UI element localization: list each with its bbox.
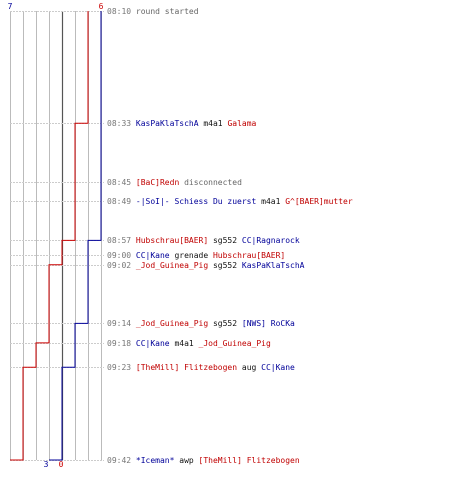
event-text: CC|Ragnarock xyxy=(241,236,300,245)
series-line-blue xyxy=(49,11,102,461)
event-text: CC|Kane xyxy=(135,251,170,260)
event-row: 09:14 _Jod_Guinea_Pig sg552 [NWS] RoCKa xyxy=(107,318,295,329)
event-time: 08:45 xyxy=(107,178,136,187)
event-row: 09:18 CC|Kane m4a1 _Jod_Guinea_Pig xyxy=(107,338,271,349)
event-time: 09:02 xyxy=(107,261,136,270)
event-row: 09:42 *Iceman* awp [TheMill] Flitzebogen xyxy=(107,455,300,466)
event-time: 09:42 xyxy=(107,456,136,465)
event-time: 08:33 xyxy=(107,119,136,128)
event-text: KasPaKlaTschA xyxy=(135,119,199,128)
event-row: 08:57 Hubschrau[BAER] sg552 CC|Ragnarock xyxy=(107,235,300,246)
event-row: 08:49 -|SoI|- Schiess Du zuerst m4a1 G^[… xyxy=(107,196,353,207)
event-text: m4a1 xyxy=(198,119,228,128)
event-text: CC|Kane xyxy=(261,363,295,372)
series-line-red xyxy=(10,11,89,461)
event-text: _Jod_Guinea_Pig xyxy=(135,319,209,328)
event-row: 09:02 _Jod_Guinea_Pig sg552 KasPaKlaTsch… xyxy=(107,260,305,271)
event-text: G^[BAER]mutter xyxy=(285,197,353,206)
event-text: sg552 xyxy=(208,319,242,328)
event-time: 08:10 xyxy=(107,7,136,16)
event-text: Galama xyxy=(227,119,257,128)
event-text: Hubschrau[BAER] xyxy=(212,251,286,260)
event-text: -|SoI|- Schiess Du zuerst xyxy=(135,197,257,206)
event-text: *Iceman* xyxy=(135,456,175,465)
event-time: 09:18 xyxy=(107,339,136,348)
red-end-label: 0 xyxy=(59,460,64,469)
event-text: CC|Kane xyxy=(135,339,170,348)
event-text: disconnected xyxy=(179,178,242,187)
event-text: sg552 xyxy=(208,261,242,270)
event-text: _Jod_Guinea_Pig xyxy=(135,261,209,270)
event-text: awp xyxy=(174,456,199,465)
event-row: 09:00 CC|Kane grenade Hubschrau[BAER] xyxy=(107,250,285,261)
event-text: KasPaKlaTschA xyxy=(241,261,305,270)
event-time: 09:00 xyxy=(107,251,136,260)
event-row: 09:23 [TheMill] Flitzebogen aug CC|Kane xyxy=(107,362,295,373)
event-text: [NWS] RoCKa xyxy=(241,319,295,328)
event-row: 08:33 KasPaKlaTschA m4a1 Galama xyxy=(107,118,256,129)
event-time: 09:23 xyxy=(107,363,136,372)
event-text: m4a1 xyxy=(256,197,286,206)
red-start-label: 6 xyxy=(99,2,104,11)
event-text: m4a1 xyxy=(169,339,199,348)
event-text: grenade xyxy=(169,251,213,260)
event-row: 08:10 round started xyxy=(107,6,199,17)
event-text: round started xyxy=(135,7,199,16)
event-time: 08:57 xyxy=(107,236,136,245)
blue-start-label: 7 xyxy=(8,2,13,11)
event-time: 09:14 xyxy=(107,319,136,328)
event-row: 08:45 [BaC]Redn disconnected xyxy=(107,177,242,188)
event-text: [TheMill] Flitzebogen xyxy=(198,456,300,465)
event-text: [TheMill] Flitzebogen xyxy=(135,363,238,372)
blue-end-label: 3 xyxy=(44,460,49,469)
event-text: _Jod_Guinea_Pig xyxy=(198,339,271,348)
event-text: [BaC]Redn xyxy=(135,178,180,187)
event-text: sg552 xyxy=(208,236,242,245)
event-time: 08:49 xyxy=(107,197,136,206)
event-text: Hubschrau[BAER] xyxy=(135,236,209,245)
event-text: aug xyxy=(237,363,262,372)
